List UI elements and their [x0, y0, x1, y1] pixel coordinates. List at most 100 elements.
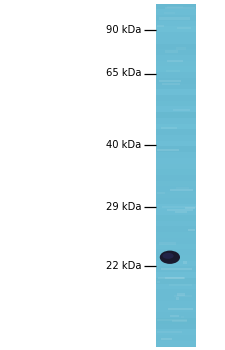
Text: 29 kDa: 29 kDa: [106, 202, 142, 211]
Bar: [156, 4, 196, 346]
Bar: [162, 268, 192, 270]
Bar: [156, 38, 196, 43]
Bar: [156, 238, 196, 244]
Bar: [156, 106, 196, 112]
Bar: [156, 9, 196, 15]
Bar: [156, 307, 196, 312]
Bar: [164, 12, 176, 14]
Bar: [156, 95, 196, 101]
Bar: [166, 276, 185, 279]
Bar: [156, 26, 196, 32]
Bar: [157, 281, 160, 283]
Bar: [156, 141, 196, 146]
Bar: [181, 316, 184, 318]
Text: 90 kDa: 90 kDa: [106, 25, 142, 35]
Bar: [156, 66, 196, 72]
Bar: [156, 84, 196, 89]
Bar: [156, 4, 196, 9]
Bar: [156, 49, 196, 55]
Text: 40 kDa: 40 kDa: [106, 140, 142, 150]
Bar: [156, 135, 196, 141]
Bar: [169, 284, 192, 286]
Bar: [156, 78, 196, 84]
Bar: [173, 110, 190, 112]
Bar: [156, 261, 196, 266]
Bar: [185, 207, 195, 209]
Bar: [156, 181, 196, 187]
Bar: [156, 266, 196, 272]
Bar: [157, 149, 179, 151]
Bar: [176, 298, 179, 300]
Bar: [160, 80, 181, 83]
Bar: [156, 204, 196, 209]
Ellipse shape: [162, 253, 174, 259]
Bar: [156, 118, 196, 124]
Bar: [165, 50, 178, 52]
Bar: [156, 129, 196, 135]
Text: 22 kDa: 22 kDa: [106, 261, 142, 271]
Bar: [162, 206, 196, 208]
Bar: [156, 318, 196, 324]
Bar: [182, 261, 187, 264]
Bar: [156, 198, 196, 204]
Bar: [167, 60, 183, 62]
Bar: [177, 27, 191, 29]
Bar: [158, 318, 187, 321]
Bar: [156, 187, 196, 192]
Bar: [156, 272, 196, 278]
Bar: [157, 331, 182, 333]
Bar: [156, 112, 196, 118]
Bar: [156, 32, 196, 38]
Bar: [188, 229, 195, 231]
Bar: [156, 101, 196, 106]
Bar: [167, 6, 183, 8]
Bar: [156, 249, 196, 255]
Bar: [156, 124, 196, 129]
Bar: [156, 255, 196, 261]
Bar: [175, 210, 187, 212]
Bar: [165, 7, 195, 9]
Bar: [158, 192, 165, 194]
Bar: [170, 315, 179, 317]
Bar: [156, 295, 196, 301]
Bar: [156, 146, 196, 152]
Bar: [156, 209, 196, 215]
Text: 65 kDa: 65 kDa: [106, 69, 142, 78]
Bar: [170, 189, 193, 191]
Bar: [156, 329, 196, 335]
Bar: [156, 278, 196, 284]
Bar: [161, 127, 177, 130]
Bar: [156, 21, 196, 26]
Bar: [156, 169, 196, 175]
Bar: [156, 89, 196, 95]
Bar: [177, 293, 185, 295]
Bar: [158, 277, 184, 279]
Bar: [156, 15, 196, 21]
Bar: [156, 72, 196, 78]
Ellipse shape: [160, 251, 180, 264]
Bar: [156, 221, 196, 226]
Bar: [159, 18, 190, 20]
Bar: [156, 43, 196, 49]
Bar: [156, 335, 196, 341]
Bar: [156, 301, 196, 307]
Bar: [156, 289, 196, 295]
Bar: [156, 175, 196, 181]
Bar: [166, 70, 180, 72]
Bar: [176, 48, 186, 50]
Bar: [156, 215, 196, 221]
Bar: [157, 25, 164, 27]
Bar: [174, 294, 192, 296]
Bar: [156, 341, 196, 346]
Bar: [167, 209, 194, 211]
Bar: [161, 338, 173, 340]
Bar: [156, 312, 196, 318]
Bar: [156, 324, 196, 329]
Bar: [156, 163, 196, 169]
Bar: [176, 187, 189, 189]
Bar: [156, 61, 196, 66]
Bar: [156, 226, 196, 232]
Bar: [156, 232, 196, 238]
Bar: [156, 284, 196, 289]
Bar: [156, 152, 196, 158]
